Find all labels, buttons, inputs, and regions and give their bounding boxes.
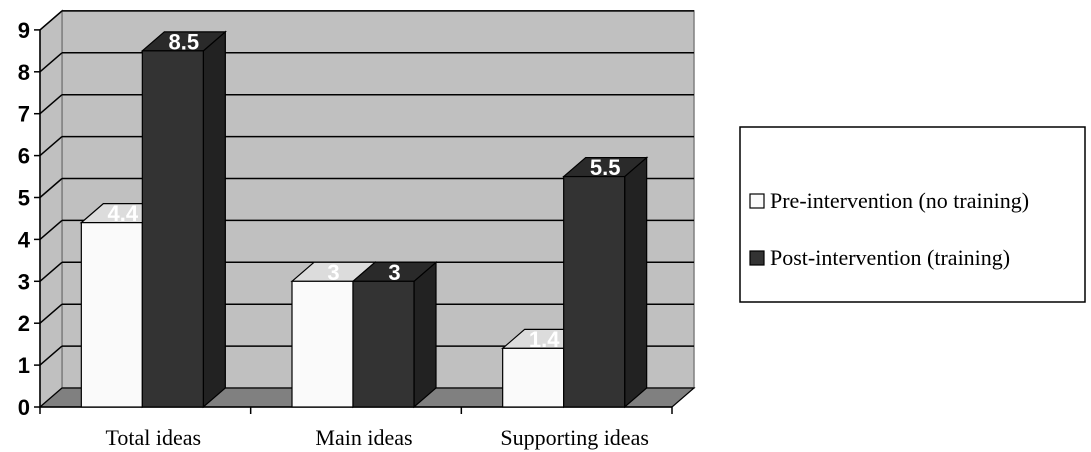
bar: [562, 156, 649, 409]
gridline-side: [39, 261, 63, 282]
gridline-side: [39, 94, 63, 115]
bar-side: [202, 30, 226, 409]
data-label: 5.5: [590, 155, 621, 180]
y-tick-label: 5: [18, 186, 30, 211]
bar: [351, 260, 438, 409]
y-tick-label: 8: [18, 60, 30, 85]
gridline-side: [39, 136, 63, 157]
y-tick-label: 1: [18, 353, 30, 378]
y-tick-label: 7: [18, 102, 30, 127]
legend-box: [739, 126, 1086, 303]
legend-swatch-pre: [749, 193, 765, 209]
x-tick-label: Total ideas: [106, 425, 202, 450]
bar-front: [141, 50, 204, 408]
x-tick-label: Supporting ideas: [500, 425, 649, 450]
gridline-side: [39, 303, 63, 324]
bar-front: [352, 280, 415, 408]
gridline-side: [39, 345, 63, 366]
data-label: 3: [327, 260, 339, 285]
gridline-side: [39, 52, 63, 73]
gridline-side: [39, 10, 63, 31]
y-tick-label: 2: [18, 311, 30, 336]
data-label: 4.4: [108, 201, 139, 226]
legend-label-post: Post-intervention (training): [770, 245, 1010, 270]
bar: [140, 30, 227, 409]
data-label: 3: [388, 260, 400, 285]
legend: Pre-intervention (no training) Post-inte…: [739, 126, 1086, 303]
data-labels: 4.4 8.5 3 3 1.4 5.5: [108, 29, 621, 351]
data-label: 8.5: [169, 29, 200, 54]
legend-swatch-post: [749, 250, 765, 266]
bar-front: [80, 222, 143, 408]
bar-side: [624, 156, 648, 409]
data-label: 1.4: [529, 327, 560, 352]
y-tick-label: 6: [18, 144, 30, 169]
x-tick-label: Main ideas: [315, 425, 412, 450]
legend-label-pre: Pre-intervention (no training): [770, 188, 1029, 213]
y-tick-label: 9: [18, 18, 30, 43]
y-tick-label: 4: [18, 227, 31, 252]
y-tick-label: 0: [18, 395, 30, 420]
gridline-side: [39, 177, 63, 199]
side-wall: [39, 9, 63, 409]
bar-side: [413, 260, 437, 409]
bar-front: [291, 280, 354, 408]
gridline-side: [39, 219, 63, 240]
bar-front: [563, 175, 626, 408]
bar-front: [502, 347, 565, 408]
bars: [79, 30, 649, 409]
y-tick-label: 3: [18, 269, 30, 294]
